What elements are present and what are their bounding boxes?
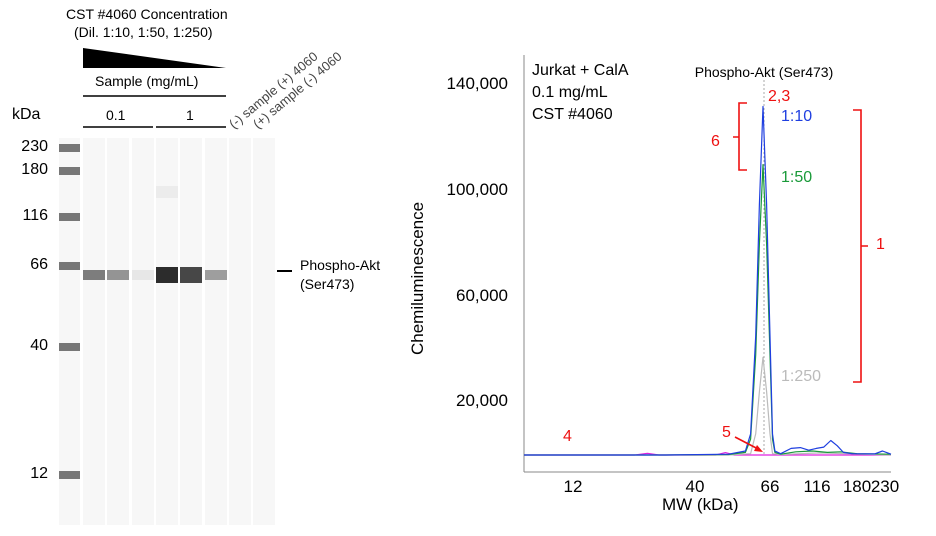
phospho-akt-band	[180, 267, 202, 283]
x-tick-label: 66	[760, 477, 780, 496]
series-line-1-250	[524, 356, 892, 456]
phospho-akt-band	[107, 270, 129, 280]
x-tick-label: 12	[563, 477, 583, 496]
ladder-label: 40	[30, 337, 48, 354]
ladder-band	[59, 471, 80, 479]
ladder-band	[59, 144, 80, 152]
sample-lane	[107, 138, 129, 525]
sample-lane	[156, 138, 178, 525]
kda-label: kDa	[12, 106, 41, 123]
y-tick-label: 60,000	[456, 285, 508, 305]
sample-lane	[180, 138, 202, 525]
series-label-1-10: 1:10	[781, 108, 813, 125]
phospho-akt-band	[156, 267, 178, 283]
y-tick-label: 20,000	[456, 391, 508, 411]
x-axis-label: MW (kDa)	[662, 495, 739, 514]
inset-line-1: Jurkat + CalA	[532, 62, 629, 79]
inset-line-2: 0.1 mg/mL	[532, 84, 608, 101]
chart-title: Phospho-Akt (Ser473)	[694, 64, 834, 80]
blot-header-subtitle: (Dil. 1:10, 1:50, 1:250)	[74, 24, 213, 40]
phospho-akt-band	[132, 270, 154, 280]
annotation-1: 1	[876, 236, 885, 253]
ladder-lane	[59, 138, 80, 525]
y-tick-label: 140,000	[446, 74, 508, 94]
series-label-1-250: 1:250	[781, 368, 822, 385]
x-tick-label: 180	[842, 477, 872, 496]
x-tick-label: 116	[803, 477, 831, 496]
band-label-line1: Phospho-Akt	[300, 257, 381, 273]
annotation-5: 5	[722, 424, 731, 441]
ladder-label: 12	[30, 465, 48, 482]
faint-band	[156, 186, 178, 198]
annotation-6: 6	[711, 133, 720, 150]
annotations	[733, 102, 868, 452]
sample-lane	[132, 138, 154, 525]
ladder-band	[59, 262, 80, 270]
group-label-1: 1	[186, 107, 194, 123]
ladder-label: 66	[30, 256, 48, 273]
arrow-5-head	[754, 445, 763, 452]
ladder-band	[59, 343, 80, 351]
ladder-band	[59, 213, 80, 221]
sample-lane	[229, 138, 251, 525]
sample-label: Sample (mg/mL)	[95, 73, 199, 89]
bracket-1	[853, 109, 868, 383]
ladder-label: 116	[22, 207, 48, 224]
series-label-1-50: 1:50	[781, 169, 813, 186]
ladder-label: 230	[21, 138, 48, 155]
sample-lane	[253, 138, 275, 525]
concentration-wedge	[83, 48, 226, 68]
bracket-6	[733, 102, 747, 171]
y-axis-label: Chemiluminescence	[408, 201, 427, 355]
series-line-1-50	[524, 164, 892, 456]
y-tick-label: 100,000	[446, 180, 508, 199]
annotation-2-3: 2,3	[768, 88, 791, 105]
ladder-label: 180	[21, 161, 48, 178]
sample-lane	[205, 138, 227, 525]
phospho-akt-band	[205, 270, 227, 280]
blot-header-title: CST #4060 Concentration	[66, 6, 228, 22]
group-label-0-1: 0.1	[106, 107, 126, 123]
sample-lane	[83, 138, 105, 525]
x-tick-label: 40	[685, 477, 705, 496]
x-tick-label: 230	[870, 477, 900, 496]
inset-line-3: CST #4060	[532, 106, 613, 123]
series-line-1-10	[524, 105, 892, 456]
annotation-4: 4	[563, 428, 572, 445]
band-label-line2: (Ser473)	[300, 276, 355, 292]
ladder-band	[59, 167, 80, 175]
phospho-akt-band	[83, 270, 105, 280]
